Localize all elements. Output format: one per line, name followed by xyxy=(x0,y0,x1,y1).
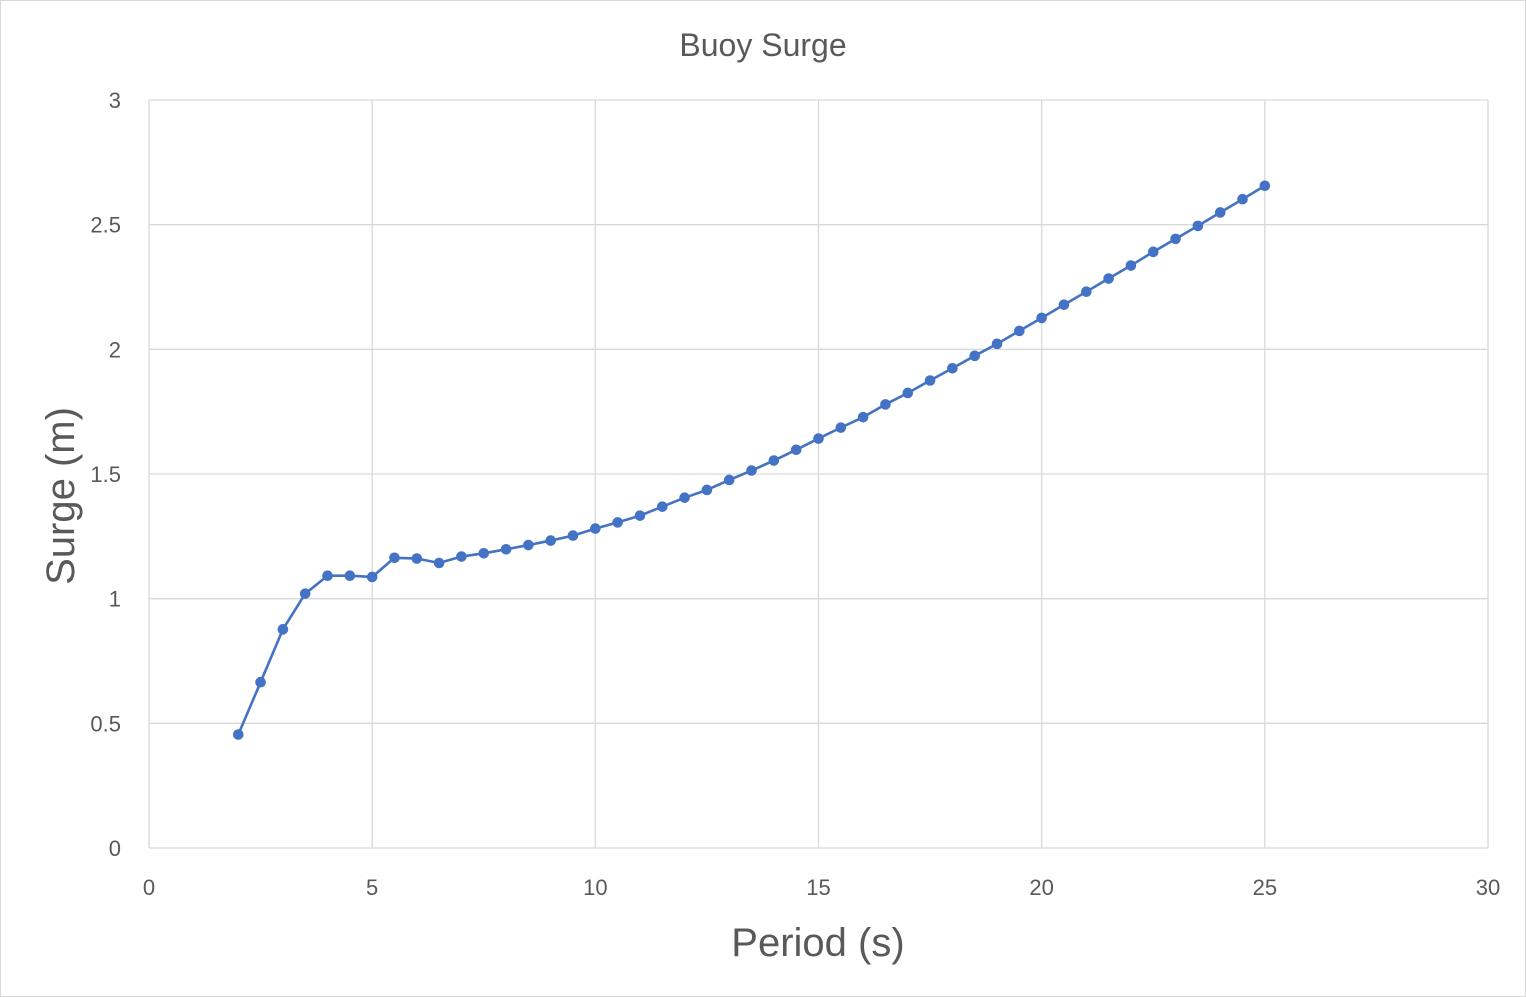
data-point xyxy=(924,375,936,386)
data-point xyxy=(746,465,757,476)
data-point xyxy=(612,517,623,528)
data-point xyxy=(1170,233,1181,245)
data-point xyxy=(701,484,713,496)
data-point xyxy=(813,433,824,444)
x-tick-label: 15 xyxy=(806,875,830,900)
data-point xyxy=(1147,246,1159,258)
x-tick-label: 5 xyxy=(366,875,378,900)
data-point xyxy=(545,535,557,546)
y-tick-label: 1.5 xyxy=(90,462,121,487)
data-point xyxy=(411,553,423,564)
data-point xyxy=(366,571,378,583)
data-point xyxy=(433,557,445,569)
data-point xyxy=(322,570,333,582)
y-tick-label: 2 xyxy=(109,337,121,362)
y-tick-label: 0.5 xyxy=(90,711,121,736)
data-point xyxy=(947,362,958,374)
chart-title: Buoy Surge xyxy=(679,27,846,63)
data-point xyxy=(500,543,512,555)
series-line xyxy=(237,184,1266,736)
data-point xyxy=(1081,286,1092,298)
data-point xyxy=(634,510,646,521)
data-point xyxy=(1036,312,1047,324)
data-point xyxy=(255,676,266,688)
data-point xyxy=(567,530,579,541)
data-point xyxy=(857,411,869,423)
y-axis-title: Surge (m) xyxy=(39,407,83,585)
y-tick-label: 1 xyxy=(109,587,121,612)
series-surge xyxy=(232,180,1271,740)
x-tick-label: 20 xyxy=(1029,875,1053,900)
data-point xyxy=(902,387,914,399)
data-point xyxy=(277,624,289,635)
data-point xyxy=(232,729,244,740)
data-point xyxy=(835,422,847,433)
data-point xyxy=(1125,260,1137,271)
data-point xyxy=(656,501,668,512)
x-tick-label: 25 xyxy=(1253,875,1277,900)
x-tick-label: 30 xyxy=(1476,875,1500,900)
tick-labels: 0 5 10 15 20 25 30 0 0.5 1 1.5 2 2.5 3 xyxy=(90,88,1500,900)
data-point xyxy=(344,570,356,582)
data-point xyxy=(1237,193,1248,205)
data-point xyxy=(679,492,690,503)
data-point xyxy=(1103,273,1114,284)
y-tick-label: 3 xyxy=(109,88,121,113)
data-point xyxy=(1058,299,1070,311)
data-point xyxy=(523,539,534,551)
x-tick-label: 10 xyxy=(583,875,607,900)
data-point xyxy=(969,350,981,362)
data-point xyxy=(299,588,311,599)
data-point xyxy=(1259,180,1271,192)
data-point xyxy=(880,399,891,410)
data-point xyxy=(590,523,601,534)
y-tick-label: 0 xyxy=(109,836,121,861)
data-point xyxy=(1214,207,1226,218)
data-point xyxy=(456,551,467,562)
data-point xyxy=(790,444,802,456)
data-point xyxy=(389,552,400,564)
gridlines xyxy=(148,99,1489,849)
data-point xyxy=(768,455,780,466)
data-point xyxy=(723,474,735,486)
data-point xyxy=(1192,220,1204,232)
data-point xyxy=(1014,325,1025,337)
data-point xyxy=(991,338,1003,350)
data-point xyxy=(478,547,490,559)
x-tick-label: 0 xyxy=(143,875,155,900)
y-tick-label: 2.5 xyxy=(90,213,121,238)
x-axis-title: Period (s) xyxy=(731,921,904,965)
